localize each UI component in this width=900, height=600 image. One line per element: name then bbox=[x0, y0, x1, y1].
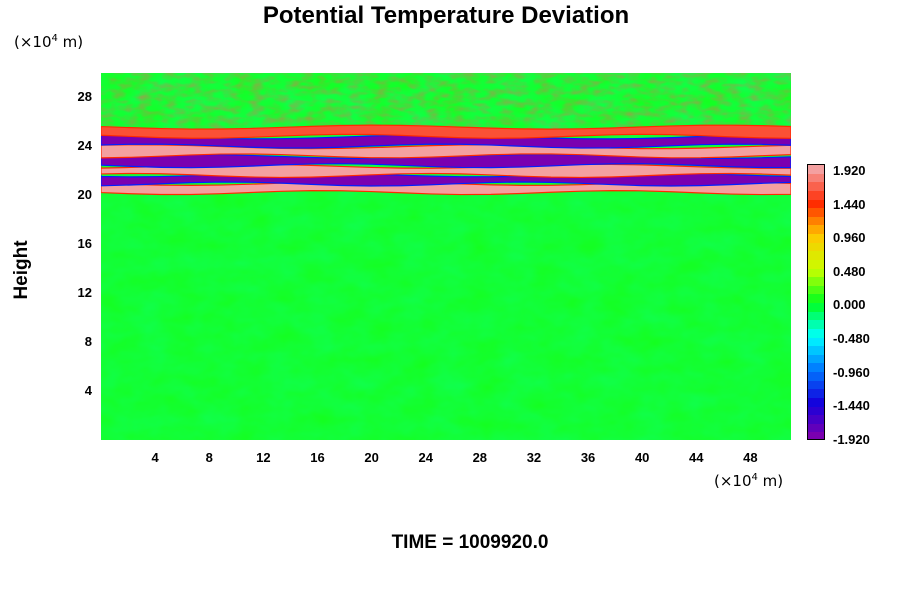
heatmap-band bbox=[101, 124, 791, 139]
colorbar-step bbox=[808, 199, 824, 209]
y-tick-label: 12 bbox=[77, 285, 92, 301]
x-tick-label: 8 bbox=[205, 450, 213, 465]
heatmap-band bbox=[101, 163, 791, 179]
x-tick-label: 4 bbox=[151, 450, 159, 465]
heatmap-upper-turbulence bbox=[101, 73, 791, 132]
x-tick-label: 28 bbox=[472, 450, 488, 465]
chart-title: Potential Temperature Deviation bbox=[262, 2, 630, 29]
colorbar-label: -1.920 bbox=[833, 431, 870, 447]
colorbar-step bbox=[808, 363, 824, 372]
colorbar-step bbox=[808, 165, 824, 174]
x-tick-label: 36 bbox=[580, 450, 596, 465]
x-tick-label: 48 bbox=[743, 450, 758, 465]
colorbar-step bbox=[808, 328, 824, 338]
colorbar-step bbox=[808, 234, 824, 243]
x-tick-label: 12 bbox=[256, 450, 271, 465]
colorbar-label: 0.960 bbox=[833, 230, 866, 246]
colorbar-step bbox=[808, 423, 824, 433]
colorbar-step bbox=[808, 190, 824, 200]
x-tick-label: 16 bbox=[310, 450, 325, 465]
x-tick-label: 20 bbox=[364, 450, 379, 465]
colorbar-step bbox=[808, 259, 824, 269]
colorbar-step bbox=[808, 225, 824, 234]
x-tick-label: 40 bbox=[634, 450, 650, 465]
colorbar-step bbox=[808, 380, 824, 390]
x-tick-label: 44 bbox=[689, 450, 704, 465]
colorbar-step bbox=[808, 337, 824, 347]
y-axis-unit: (×104 m) bbox=[14, 33, 84, 51]
x-tick-label: 32 bbox=[526, 450, 542, 465]
colorbar-step bbox=[808, 311, 824, 321]
colorbar-step bbox=[808, 372, 824, 381]
colorbar-step bbox=[808, 303, 824, 312]
colorbar-label: 1.920 bbox=[833, 163, 866, 178]
colorbar-step bbox=[808, 406, 824, 416]
colorbar-label: -0.960 bbox=[833, 364, 870, 380]
y-tick-label: 4 bbox=[84, 383, 92, 399]
colorbar-label: 1.440 bbox=[833, 196, 866, 212]
colorbar-step bbox=[808, 251, 824, 260]
y-axis-label: Height bbox=[11, 240, 32, 300]
colorbar-step bbox=[808, 389, 824, 398]
colorbar-step bbox=[808, 268, 824, 278]
heatmap bbox=[101, 73, 791, 440]
colorbar-step bbox=[808, 285, 824, 295]
heatmap-band bbox=[101, 144, 791, 159]
colorbar bbox=[807, 164, 825, 440]
colorbar-label: 0.480 bbox=[833, 263, 866, 279]
plot-area bbox=[101, 73, 791, 440]
colorbar-step bbox=[808, 216, 824, 226]
y-tick-label: 16 bbox=[77, 236, 92, 252]
colorbar-label: 0.000 bbox=[833, 297, 866, 313]
colorbar-label: -0.480 bbox=[833, 331, 870, 346]
colorbar-step bbox=[808, 182, 824, 191]
colorbar-step bbox=[808, 173, 824, 183]
colorbar-label: -1.440 bbox=[833, 398, 870, 414]
y-tick-label: 28 bbox=[77, 89, 92, 105]
y-tick-label: 24 bbox=[77, 138, 92, 154]
x-axis-unit: (×104 m) bbox=[714, 472, 784, 490]
colorbar-step bbox=[808, 397, 824, 407]
time-label: TIME = 1009920.0 bbox=[391, 532, 549, 553]
colorbar-step bbox=[808, 415, 824, 424]
x-tick-label: 24 bbox=[418, 450, 433, 465]
colorbar-step bbox=[808, 277, 824, 286]
colorbar-step bbox=[808, 242, 824, 252]
heatmap-band bbox=[101, 153, 791, 169]
colorbar-step bbox=[808, 208, 824, 217]
colorbar-step bbox=[808, 432, 824, 439]
heatmap-band bbox=[101, 134, 791, 149]
colorbar-step bbox=[808, 354, 824, 364]
y-tick-label: 20 bbox=[77, 187, 92, 203]
y-tick-label: 8 bbox=[84, 334, 92, 350]
colorbar-step bbox=[808, 294, 824, 303]
colorbar-step bbox=[808, 346, 824, 355]
colorbar-step bbox=[808, 320, 824, 329]
